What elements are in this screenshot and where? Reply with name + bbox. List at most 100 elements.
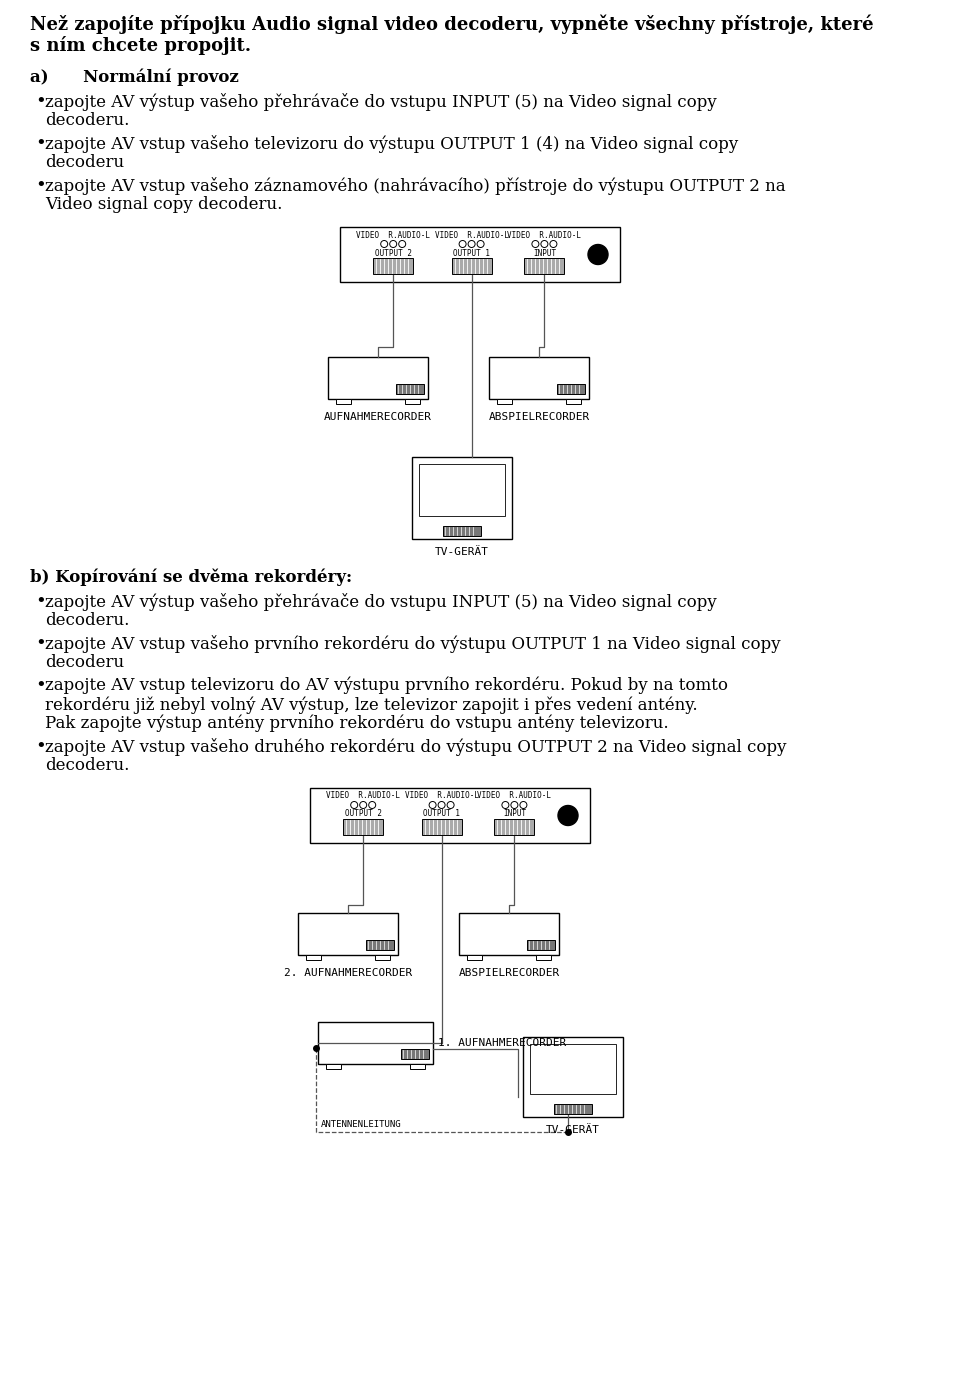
Text: ANTENNENLEITUNG: ANTENNENLEITUNG [322,1121,402,1129]
Bar [375,956,390,960]
Text: decoderu: decoderu [45,653,124,672]
Circle shape [540,241,548,248]
Bar [530,1044,616,1094]
Circle shape [558,806,578,825]
Bar [396,383,424,395]
Bar [468,956,482,960]
Circle shape [381,241,388,248]
Bar [527,940,556,950]
Text: zapojte AV vstup vašeho záznamového (nahrávacího) přístroje do výstupu OUTPUT 2 : zapojte AV vstup vašeho záznamového (nah… [45,178,785,194]
Circle shape [390,241,396,248]
Text: OUTPUT 2: OUTPUT 2 [374,249,412,257]
Text: •: • [35,593,46,611]
Text: decoderu.: decoderu. [45,757,130,774]
Text: 2. AUFNAHMERECORDER: 2. AUFNAHMERECORDER [284,968,413,978]
Text: zapojte AV vstup televizoru do AV výstupu prvního rekordéru. Pokud by na tomto: zapojte AV vstup televizoru do AV výstup… [45,677,728,694]
Text: VIDEO  R.AUDIO-L: VIDEO R.AUDIO-L [435,231,509,239]
Circle shape [468,241,475,248]
Circle shape [438,802,445,809]
Text: 1. AUFNAHMERECORDER: 1. AUFNAHMERECORDER [438,1038,566,1048]
Text: OUTPUT 1: OUTPUT 1 [453,249,491,257]
Bar [524,257,564,274]
Text: •: • [35,635,46,653]
Text: VIDEO  R.AUDIO-L: VIDEO R.AUDIO-L [404,792,479,800]
Text: Video signal copy decoderu.: Video signal copy decoderu. [45,196,282,213]
Bar [412,457,512,539]
Text: •: • [35,739,46,755]
Text: •: • [35,178,46,194]
Circle shape [369,802,375,809]
Text: VIDEO  R.AUDIO-L: VIDEO R.AUDIO-L [508,231,582,239]
Text: zapojte AV vstup vašeho prvního rekordéru do výstupu OUTPUT 1 na Video signal co: zapojte AV vstup vašeho prvního rekordér… [45,635,780,653]
Text: zapojte AV vstup vašeho druhého rekordéru do výstupu OUTPUT 2 na Video signal co: zapojte AV vstup vašeho druhého rekordér… [45,739,786,755]
Text: rekordéru již nebyl volný AV výstup, lze televizor zapojit i přes vedení antény.: rekordéru již nebyl volný AV výstup, lze… [45,695,698,713]
Text: AUFNAHMERECORDER: AUFNAHMERECORDER [324,411,432,422]
Circle shape [447,802,454,809]
Bar [554,1104,592,1114]
Bar [401,1049,429,1059]
Text: Pak zapojte výstup antény prvního rekordéru do vstupu antény televizoru.: Pak zapojte výstup antény prvního rekord… [45,715,668,733]
Text: VIDEO  R.AUDIO-L: VIDEO R.AUDIO-L [477,792,551,800]
Text: VIDEO  R.AUDIO-L: VIDEO R.AUDIO-L [356,231,430,239]
Text: decoderu.: decoderu. [45,611,130,630]
Text: OUTPUT 1: OUTPUT 1 [423,810,460,818]
Bar [340,227,620,283]
Text: Než zapojíte přípojku Audio signal video decoderu, vypněte všechny přístroje, kt: Než zapojíte přípojku Audio signal video… [30,15,874,35]
Text: decoderu.: decoderu. [45,112,130,129]
Circle shape [429,802,436,809]
Circle shape [520,802,527,809]
Bar [410,1065,425,1069]
Bar [318,1023,433,1065]
Text: •: • [35,134,46,152]
Circle shape [477,241,484,248]
Text: INPUT: INPUT [533,249,556,257]
Bar [419,464,505,516]
Circle shape [350,802,358,809]
Bar [336,399,351,404]
Circle shape [550,241,557,248]
Bar [366,940,395,950]
Text: VIDEO  R.AUDIO-L: VIDEO R.AUDIO-L [326,792,400,800]
Bar [373,257,413,274]
Circle shape [398,241,406,248]
Text: b) Kopírování se dvěma rekordéry:: b) Kopírování se dvěma rekordéry: [30,569,352,586]
Circle shape [459,241,467,248]
Bar [494,818,535,835]
Bar [310,788,590,844]
Text: TV-GERÄT: TV-GERÄT [435,547,489,557]
Bar [451,257,492,274]
Bar [566,399,582,404]
Text: INPUT: INPUT [503,810,526,818]
Text: •: • [35,677,46,695]
Bar [537,956,551,960]
Text: a)      Normální provoz: a) Normální provoz [30,69,239,87]
Bar [421,818,462,835]
Text: zapojte AV výstup vašeho přehrávače do vstupu INPUT (5) na Video signal copy: zapojte AV výstup vašeho přehrávače do v… [45,593,717,611]
Bar [405,399,420,404]
Bar [460,914,560,956]
Text: OUTPUT 2: OUTPUT 2 [345,810,382,818]
Circle shape [360,802,367,809]
Bar [344,818,383,835]
Bar [326,1065,341,1069]
Bar [328,357,428,399]
Text: ABSPIELRECORDER: ABSPIELRECORDER [459,968,560,978]
Bar [523,1037,623,1116]
Text: decoderu: decoderu [45,154,124,171]
Text: ABSPIELRECORDER: ABSPIELRECORDER [489,411,590,422]
Circle shape [502,802,509,809]
Bar [497,399,513,404]
Text: zapojte AV výstup vašeho přehrávače do vstupu INPUT (5) na Video signal copy: zapojte AV výstup vašeho přehrávače do v… [45,92,717,111]
Bar [443,526,481,536]
Text: s ním chcete propojit.: s ním chcete propojit. [30,36,252,55]
Circle shape [511,802,517,809]
Bar [558,383,586,395]
Bar [490,357,589,399]
Bar [306,956,322,960]
Circle shape [588,245,608,264]
Circle shape [532,241,539,248]
Text: •: • [35,92,46,111]
Text: TV-GERÄT: TV-GERÄT [546,1125,600,1135]
Text: zapojte AV vstup vašeho televizoru do výstupu OUTPUT 1 (4) na Video signal copy: zapojte AV vstup vašeho televizoru do vý… [45,134,738,152]
Bar [299,914,398,956]
